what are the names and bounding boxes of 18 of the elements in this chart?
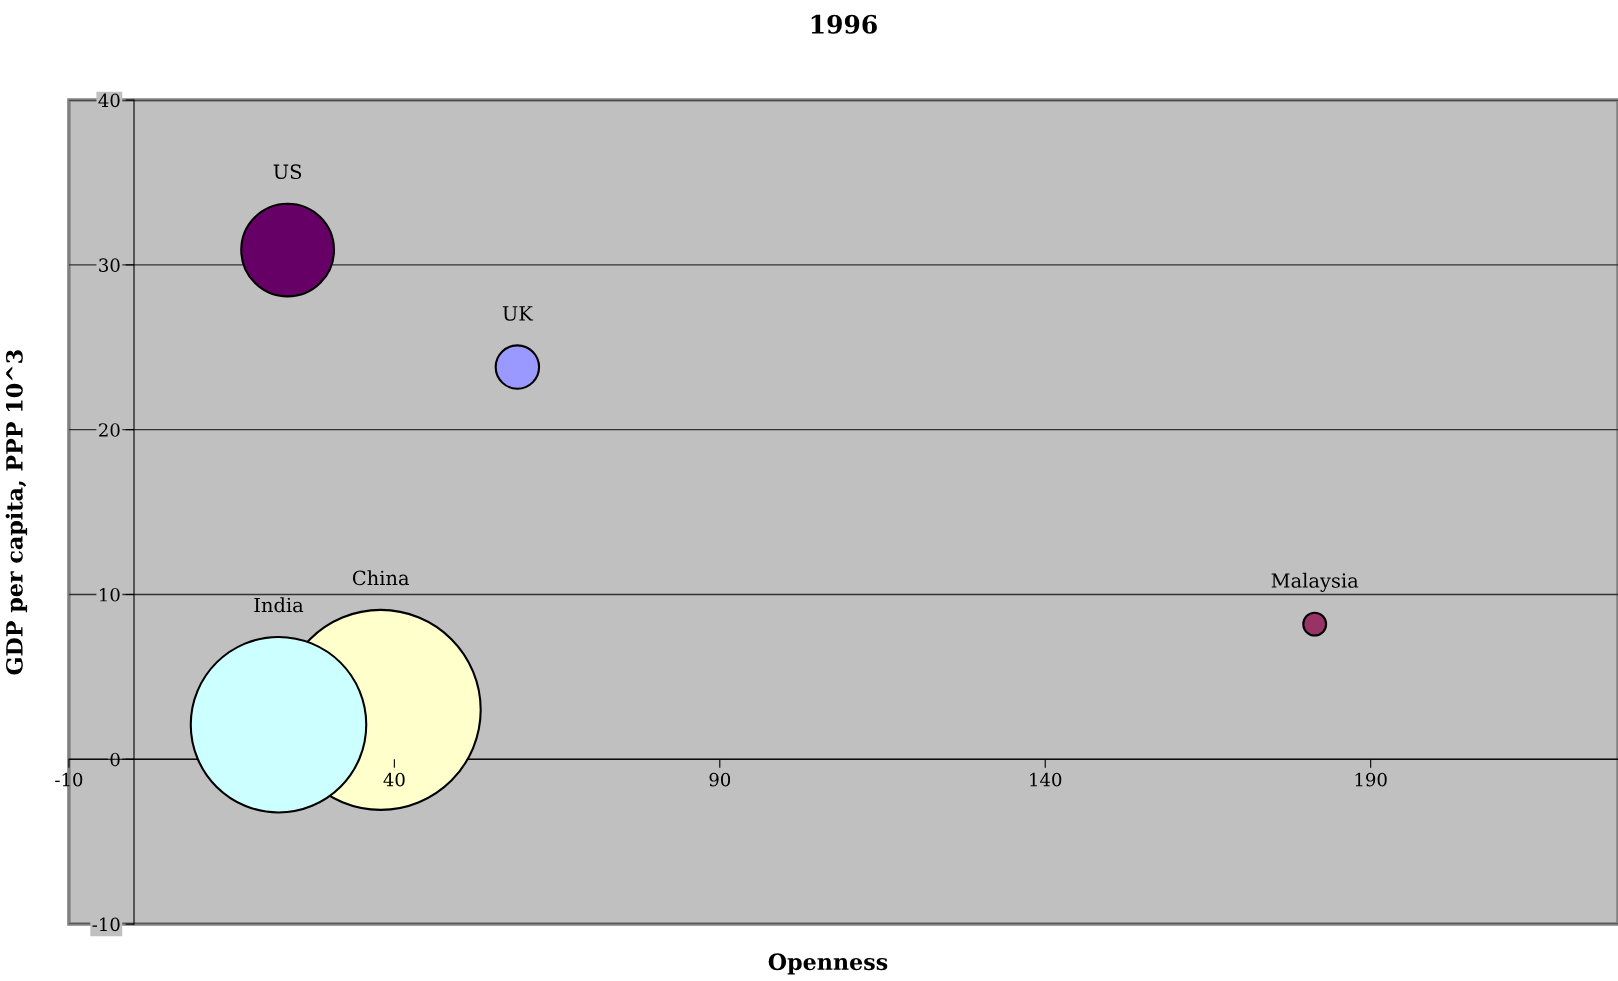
series-label: India	[254, 597, 304, 613]
series-label: Malaysia	[1271, 572, 1359, 592]
y-tick-label: -10	[92, 917, 120, 932]
x-tick-label: 90	[709, 772, 731, 787]
series-label: US	[273, 164, 302, 180]
y-tick-label: 40	[98, 93, 120, 108]
series-label: UK	[502, 306, 534, 321]
x-tick-label: 140	[1030, 772, 1062, 787]
y-tick-label: 20	[99, 423, 120, 437]
x-tick-label: -10	[55, 772, 83, 787]
y-tick-label: 30	[99, 258, 120, 272]
y-axis-title: GDP per capita, PPP 10^3	[5, 350, 28, 675]
chart-title: 1996	[811, 14, 877, 34]
x-axis-title: Openness	[768, 953, 888, 975]
x-tick-label: 40	[383, 772, 405, 787]
series-label: China	[352, 570, 410, 586]
y-tick-label: 10	[100, 587, 120, 602]
x-tick-label: 190	[1355, 772, 1387, 787]
